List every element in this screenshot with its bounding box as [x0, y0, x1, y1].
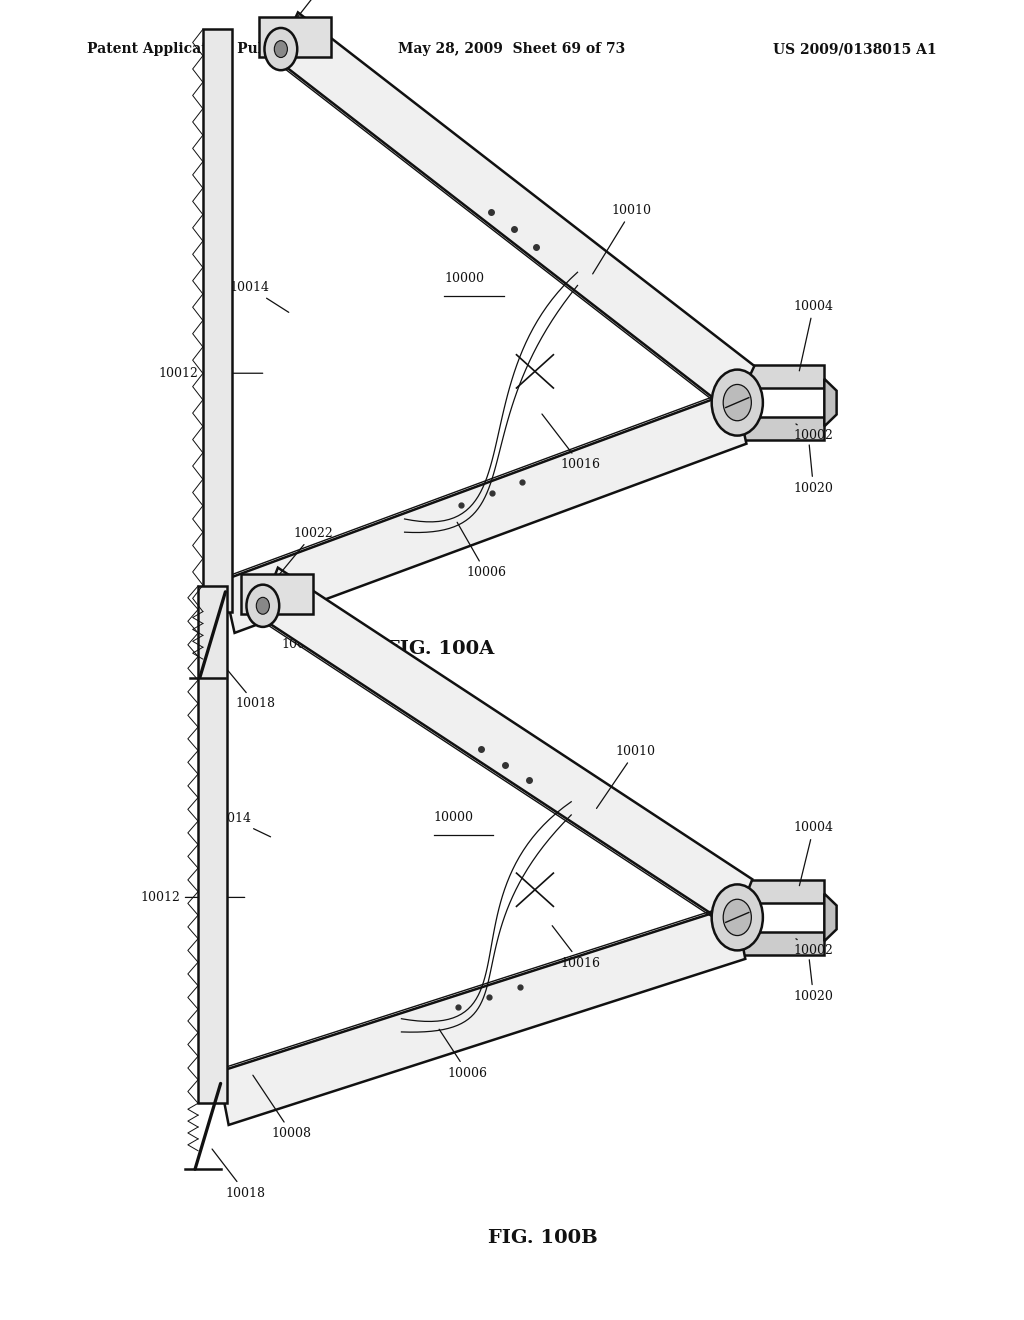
Circle shape — [723, 899, 752, 936]
Text: 10002: 10002 — [794, 424, 834, 442]
Text: 10004: 10004 — [794, 300, 834, 371]
Text: 10012: 10012 — [140, 891, 245, 904]
Text: 10008: 10008 — [263, 583, 322, 651]
Polygon shape — [824, 379, 837, 426]
Circle shape — [274, 41, 288, 58]
Circle shape — [264, 28, 297, 70]
Circle shape — [723, 384, 752, 421]
Text: May 28, 2009  Sheet 69 of 73: May 28, 2009 Sheet 69 of 73 — [398, 42, 626, 57]
Text: 10020: 10020 — [794, 445, 834, 495]
Polygon shape — [223, 391, 746, 632]
Text: 10004: 10004 — [794, 821, 834, 886]
Text: 10014: 10014 — [212, 812, 270, 837]
Circle shape — [712, 884, 763, 950]
Polygon shape — [737, 879, 824, 903]
Text: 10010: 10010 — [597, 744, 655, 808]
Polygon shape — [276, 12, 755, 413]
Text: 10002: 10002 — [794, 939, 834, 957]
Text: 10006: 10006 — [439, 1030, 487, 1080]
Text: 10000: 10000 — [444, 272, 484, 285]
Circle shape — [247, 585, 280, 627]
Text: 10018: 10018 — [212, 1148, 266, 1200]
Circle shape — [256, 598, 269, 614]
Text: FIG. 100B: FIG. 100B — [487, 1229, 598, 1247]
Polygon shape — [737, 417, 824, 441]
Text: 10000: 10000 — [434, 812, 474, 824]
Text: 10020: 10020 — [794, 960, 834, 1003]
Circle shape — [712, 370, 763, 436]
Text: 10016: 10016 — [552, 925, 601, 970]
Text: 10006: 10006 — [457, 523, 506, 579]
Text: 10012: 10012 — [158, 367, 263, 380]
Polygon shape — [259, 17, 331, 57]
Polygon shape — [203, 29, 232, 611]
Text: 10018: 10018 — [217, 657, 275, 710]
Text: 10022: 10022 — [293, 0, 351, 24]
Text: 10014: 10014 — [229, 281, 289, 313]
Text: Patent Application Publication: Patent Application Publication — [87, 42, 327, 57]
Text: FIG. 100A: FIG. 100A — [386, 640, 495, 659]
Text: US 2009/0138015 A1: US 2009/0138015 A1 — [773, 42, 937, 57]
Text: 10022: 10022 — [274, 527, 333, 579]
Polygon shape — [259, 568, 753, 928]
Polygon shape — [737, 364, 824, 388]
Polygon shape — [198, 586, 227, 1104]
Polygon shape — [218, 906, 745, 1125]
Polygon shape — [737, 932, 824, 956]
Polygon shape — [242, 574, 313, 614]
Text: 10010: 10010 — [593, 203, 651, 275]
Text: 10008: 10008 — [253, 1076, 312, 1140]
Text: 10016: 10016 — [542, 414, 601, 471]
Polygon shape — [824, 894, 837, 941]
